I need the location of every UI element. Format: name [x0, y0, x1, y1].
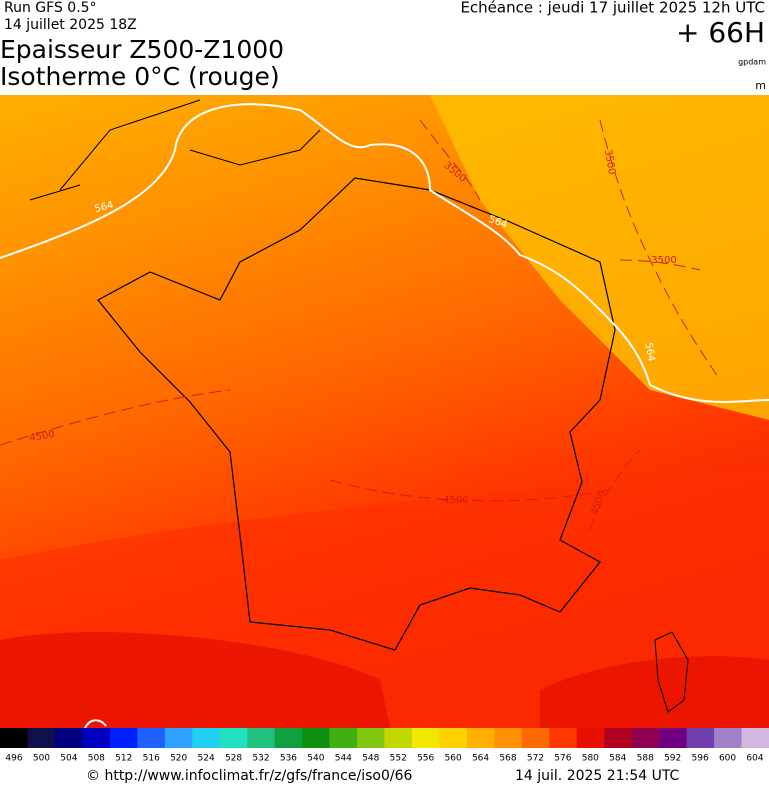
colorbar-swatch [0, 728, 28, 748]
colorbar-swatch [741, 728, 769, 748]
colorbar-label: 592 [664, 754, 681, 764]
france-border [97, 177, 616, 651]
colorbar-swatch [192, 728, 221, 748]
run-date: 14 juillet 2025 18Z [4, 17, 137, 33]
colorbar-label: 568 [499, 754, 516, 764]
colorbar-swatch [521, 728, 550, 748]
isotherm-4500 [0, 389, 641, 531]
colorbar-swatch [549, 728, 578, 748]
uk-coast [29, 99, 321, 201]
colorbar-label: 532 [252, 754, 269, 764]
unit-label: m [755, 79, 766, 92]
colorbar-swatch [714, 728, 743, 748]
lead-time: + 66H [676, 16, 765, 49]
colorbar-label: 564 [472, 754, 489, 764]
colorbar-swatch [466, 728, 495, 748]
colorbar-label: 560 [445, 754, 462, 764]
source-url: © http://www.infoclimat.fr/z/gfs/france/… [86, 768, 412, 784]
forecast-time: Echéance : jeudi 17 juillet 2025 12h UTC [460, 0, 765, 17]
colorbar-swatch [439, 728, 468, 748]
colorbar-swatch [302, 728, 331, 748]
colorbar-label: 540 [307, 754, 324, 764]
isopleth-564 [84, 719, 107, 729]
colorbar-label: 508 [88, 754, 105, 764]
colorbar-label: 604 [746, 754, 763, 764]
unit-label: gpdam [738, 58, 766, 67]
colorbar-swatch [384, 728, 413, 748]
colorbar-label: 516 [143, 754, 160, 764]
colorbar-label: 600 [719, 754, 736, 764]
isopleth-564 [0, 103, 769, 403]
colorbar-swatch [82, 728, 111, 748]
colorbar-label: 588 [637, 754, 654, 764]
colorbar-label: 556 [417, 754, 434, 764]
title: Epaisseur Z500-Z1000 [0, 35, 284, 64]
colorbar-swatch [54, 728, 83, 748]
colorbar-label: 584 [609, 754, 626, 764]
colorbar-swatch [686, 728, 715, 748]
colorbar-label: 528 [225, 754, 242, 764]
colorbar-label: 548 [362, 754, 379, 764]
colorbar-swatch [247, 728, 276, 748]
colorbar-label: 536 [280, 754, 297, 764]
thickness-band [0, 632, 390, 728]
colorbar-swatch [274, 728, 303, 748]
colorbar-label: 580 [582, 754, 599, 764]
colorbar-swatch [137, 728, 166, 748]
colorbar-swatch [411, 728, 440, 748]
colorbar-swatch [604, 728, 633, 748]
run-label: Run GFS 0.5° [4, 0, 97, 16]
colorbar-swatch [659, 728, 688, 748]
isotherm-3500 [419, 119, 721, 381]
title: Isotherme 0°C (rouge) [0, 62, 280, 91]
contour-label: 4500 [29, 429, 56, 444]
colorbar-swatch [329, 728, 358, 748]
map [0, 95, 769, 729]
colorbar-swatch [219, 728, 248, 748]
colorbar-label: 512 [115, 754, 132, 764]
thickness-band [540, 656, 769, 728]
colorbar-swatch [357, 728, 385, 748]
colorbar-swatch [576, 728, 605, 748]
colorbar: 496 500 504 508 512 516 520 524 528 532 536 540 544 5… [0, 728, 769, 764]
colorbar-label: 572 [527, 754, 544, 764]
colorbar-swatch [164, 728, 193, 748]
colorbar-label: 524 [198, 754, 215, 764]
colorbar-swatch [494, 728, 523, 748]
thickness-band [430, 95, 769, 420]
contour-label: 4500 [443, 495, 468, 506]
colorbar-label: 520 [170, 754, 187, 764]
colorbar-swatch [27, 728, 56, 748]
colorbar-swatch [109, 728, 138, 748]
colorbar-label: 504 [60, 754, 77, 764]
colorbar-label: 596 [692, 754, 709, 764]
contour-label: 564 [642, 342, 656, 363]
colorbar-label: 500 [33, 754, 50, 764]
colorbar-label: 544 [335, 754, 352, 764]
contour-label: 3500 [602, 149, 617, 176]
colorbar-label: 552 [390, 754, 407, 764]
colorbar-label: 576 [554, 754, 571, 764]
timestamp: 14 juil. 2025 21:54 UTC [515, 768, 680, 784]
corsica-coast [654, 631, 689, 713]
contour-label: 3500 [651, 255, 676, 266]
colorbar-label: 496 [5, 754, 22, 764]
colorbar-swatch [631, 728, 660, 748]
contour-label: 564 [93, 200, 114, 216]
